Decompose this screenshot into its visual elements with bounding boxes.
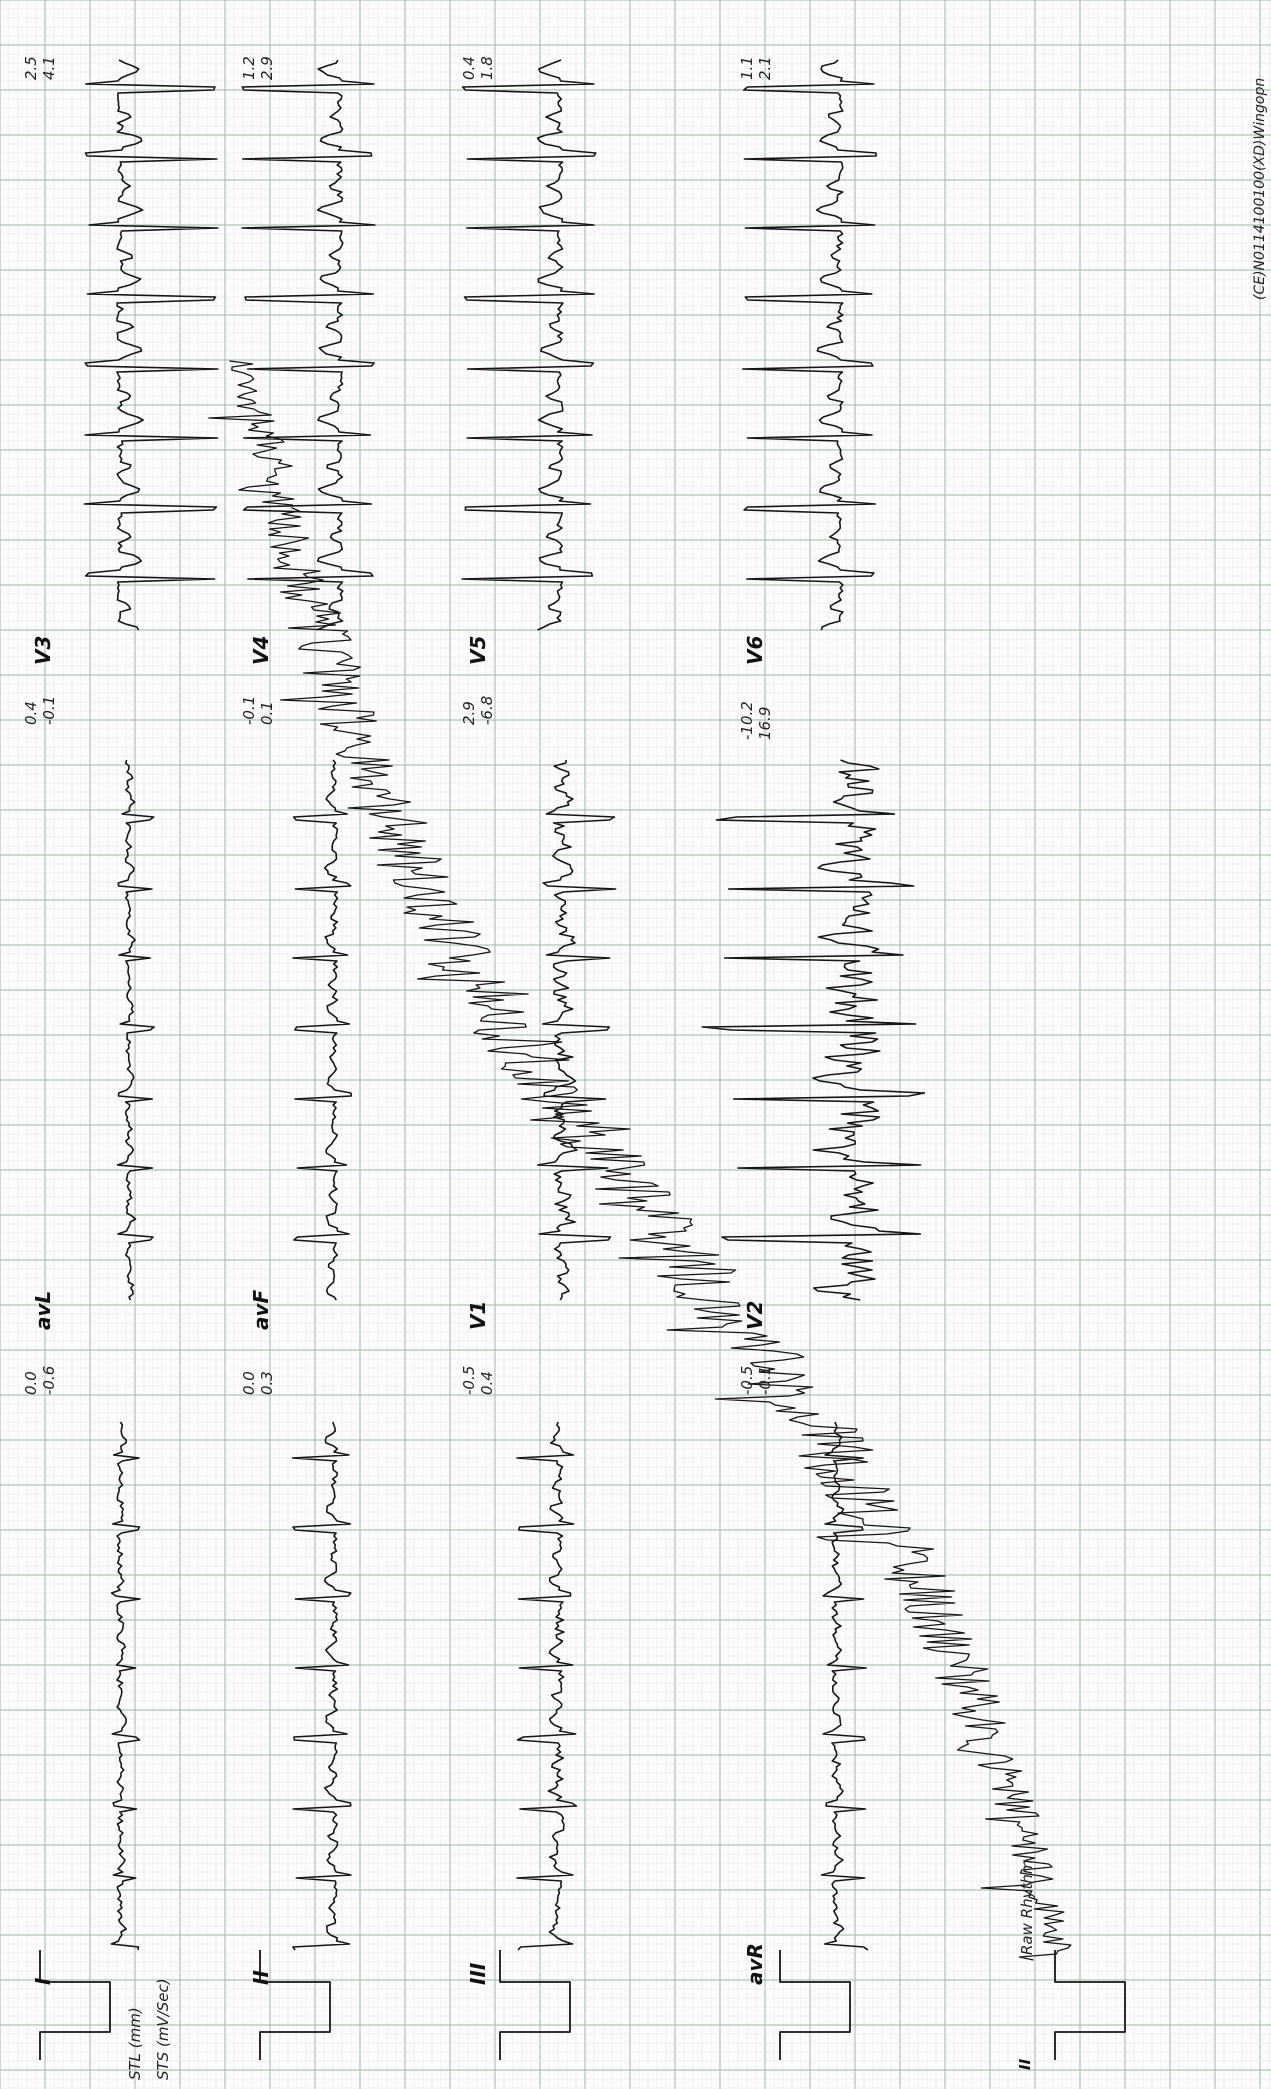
footer-code: (CE)N0114100100(XD)Wingopn [1252, 78, 1268, 300]
legend-sts: STS (mV/Sec) [154, 1978, 172, 2080]
st-value-V6-right-1: 1.1 [738, 56, 756, 80]
trace-lead-V6 [742, 59, 877, 631]
ecg-traces [39, 59, 1126, 2060]
lead-label-V2: V2 [743, 1301, 767, 1330]
st-value-V2-2: -0.1 [756, 1366, 774, 1395]
trace-lead-II [291, 1421, 352, 1951]
st-value-V5-2: -6.8 [478, 696, 496, 725]
trace-lead-avL [116, 759, 155, 1301]
st-value-V5-right-2: 1.8 [478, 56, 496, 80]
st-value-V3-right-1: 2.5 [22, 56, 40, 80]
trace-lead-V3 [83, 59, 219, 631]
lead-label-V5: V5 [466, 636, 490, 665]
lead-label-avF: avF [249, 1289, 273, 1330]
calibration-pulse-row2 [259, 1950, 331, 2060]
trace-lead-V1 [536, 759, 617, 1301]
calibration-pulse-row4 [779, 1950, 851, 2060]
st-value-avL-2: -0.6 [40, 1366, 58, 1395]
lead-label-III: III [466, 1962, 490, 1985]
st-value-avF-1: 0.0 [240, 1371, 258, 1395]
calibration-pulse-rhythm [1054, 1950, 1126, 2060]
trace-lead-avR [820, 1421, 869, 1951]
trace-lead-V2 [701, 759, 926, 1301]
lead-label-V4: V4 [249, 636, 273, 665]
lead-label-V1: V1 [466, 1301, 490, 1330]
trace-lead-I [110, 1421, 141, 1951]
st-value-V1-2: 0.4 [478, 1371, 496, 1395]
lead-label-avR: avR [743, 1943, 767, 1985]
st-value-V4-1: -0.1 [240, 696, 258, 725]
st-value-V5-right-1: 0.4 [460, 56, 478, 80]
st-value-V4-2: 0.1 [258, 701, 276, 725]
legend-stl: STL (mm) [126, 2007, 144, 2080]
trace-lead-avF [292, 759, 353, 1301]
st-value-V6-right-2: 2.1 [756, 56, 774, 80]
calibration-pulse-row3 [499, 1950, 571, 2060]
st-value-avL-1: 0.0 [22, 1371, 40, 1395]
calibration-pulse-row1 [39, 1950, 111, 2060]
trace-lead-V5 [461, 59, 597, 631]
st-value-avF-2: 0.3 [258, 1371, 276, 1395]
st-value-V4-right-1: 1.2 [240, 56, 258, 80]
st-value-V3-1: 0.4 [22, 701, 40, 725]
st-value-V5-1: 2.9 [460, 701, 478, 725]
st-value-V4-right-2: 2.9 [258, 56, 276, 80]
trace-lead-V4 [241, 59, 376, 631]
trace-raw-rhythm [208, 360, 1072, 1961]
lead-label-V3: V3 [31, 636, 55, 665]
trace-lead-III [516, 1421, 578, 1951]
lead-label-I: I [31, 1977, 55, 1985]
lead-label-avL: avL [31, 1291, 55, 1330]
st-value-V3-2: -0.1 [40, 696, 58, 725]
st-value-V6-1: -10.2 [738, 701, 756, 740]
rhythm-title: Raw Rhythm [1018, 1860, 1036, 1955]
st-value-V2-1: -0.5 [738, 1366, 756, 1395]
lead-label-V6: V6 [743, 636, 767, 665]
st-value-V6-2: 16.9 [756, 707, 774, 740]
lead-label-II: II [249, 1970, 273, 1985]
st-value-V1-1: -0.5 [460, 1366, 478, 1395]
st-value-V3-right-2: 4.1 [40, 56, 58, 80]
rhythm-lead-label: II [1016, 2058, 1034, 2070]
